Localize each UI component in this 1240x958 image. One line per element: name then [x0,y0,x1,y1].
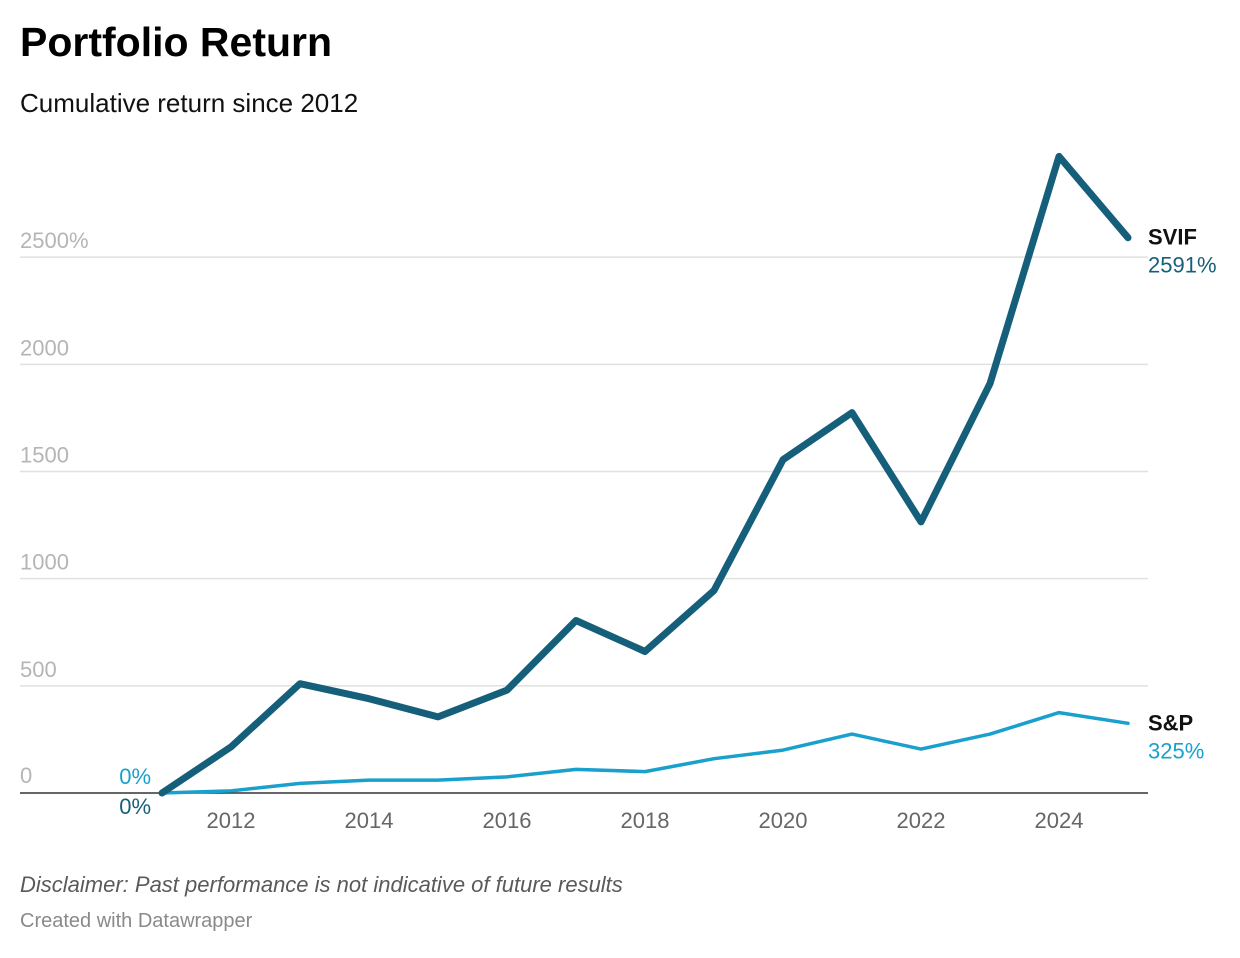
x-tick-label-2018: 2018 [621,808,670,833]
y-tick-label-500: 500 [20,657,57,682]
grid-layer [20,256,1148,687]
x-tick-label-2012: 2012 [207,808,256,833]
y-tick-label-1500: 1500 [20,443,69,468]
series-end-value-sp: 325% [1148,738,1204,763]
chart-title: Portfolio Return [20,19,333,65]
chart-subtitle: Cumulative return since 2012 [20,88,359,118]
disclaimer-note: Disclaimer: Past performance is not indi… [20,872,623,897]
x-tick-label-2014: 2014 [345,808,394,833]
x-axis-ticks: 2012 2014 2016 2018 2020 2022 2024 [207,808,1084,833]
series-end-value-svif: 2591% [1148,253,1217,278]
series-layer [158,152,1132,797]
y-tick-label-2500: 2500% [20,228,89,253]
credit-note: Created with Datawrapper [20,910,253,932]
y-tick-label-2000: 2000 [20,335,69,360]
y-tick-label-1000: 1000 [20,550,69,575]
x-tick-label-2024: 2024 [1035,808,1084,833]
series-labels: SVIF 2591% 0% S&P 325% 0% [119,225,1216,819]
x-tick-label-2022: 2022 [897,808,946,833]
series-name-svif: SVIF [1148,225,1197,250]
series-start-value-sp: 0% [119,764,151,789]
x-tick-label-2020: 2020 [759,808,808,833]
series-start-value-svif: 0% [119,794,151,819]
series-line-sp [160,710,1130,795]
series-line-svif [158,152,1132,797]
series-name-sp: S&P [1148,710,1193,735]
y-axis-ticks: 0 500 1000 1500 2000 2500% [20,228,89,788]
x-tick-label-2016: 2016 [483,808,532,833]
y-tick-label-0: 0 [20,763,32,788]
